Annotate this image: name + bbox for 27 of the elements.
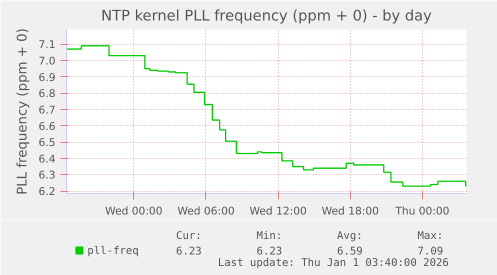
text: 7.09 xyxy=(418,244,444,258)
text: 6.23 xyxy=(176,244,202,258)
legend-label: pll-freq xyxy=(87,244,139,257)
y-tick-label: 6.9 xyxy=(38,70,56,84)
text: Last update: Thu Jan 1 03:40:00 2026 xyxy=(218,256,449,269)
text: 6.59 xyxy=(337,244,363,258)
x-tick-label: Wed 00:00 xyxy=(105,204,163,218)
y-tick-label: 6.7 xyxy=(38,103,56,116)
y-tick-label: 6.3 xyxy=(38,168,56,182)
text: Avg: xyxy=(337,229,363,242)
text: 6.23 xyxy=(256,244,282,258)
y-tick-label: 6.2 xyxy=(38,185,56,198)
x-tick-label: Wed 06:00 xyxy=(177,204,235,218)
y-tick-label: 6.8 xyxy=(38,87,56,100)
y-tick-label: 6.6 xyxy=(38,120,56,133)
y-axis-title: PLL frequency (ppm + 0) xyxy=(16,28,31,195)
y-tick-label: 7.1 xyxy=(38,38,56,52)
text: Min: xyxy=(256,229,282,242)
chart-title: NTP kernel PLL frequency (ppm + 0) - by day xyxy=(101,8,432,24)
text: Cur: xyxy=(176,229,202,242)
text: Max: xyxy=(418,229,444,242)
x-tick-label: Wed 12:00 xyxy=(249,204,308,218)
x-tick-label: Thu 00:00 xyxy=(394,204,450,218)
y-tick-label: 7.0 xyxy=(38,54,56,68)
y-tick-label: 6.5 xyxy=(38,136,56,150)
y-tick-label: 6.4 xyxy=(38,152,56,166)
x-tick-label: Wed 18:00 xyxy=(322,204,380,218)
